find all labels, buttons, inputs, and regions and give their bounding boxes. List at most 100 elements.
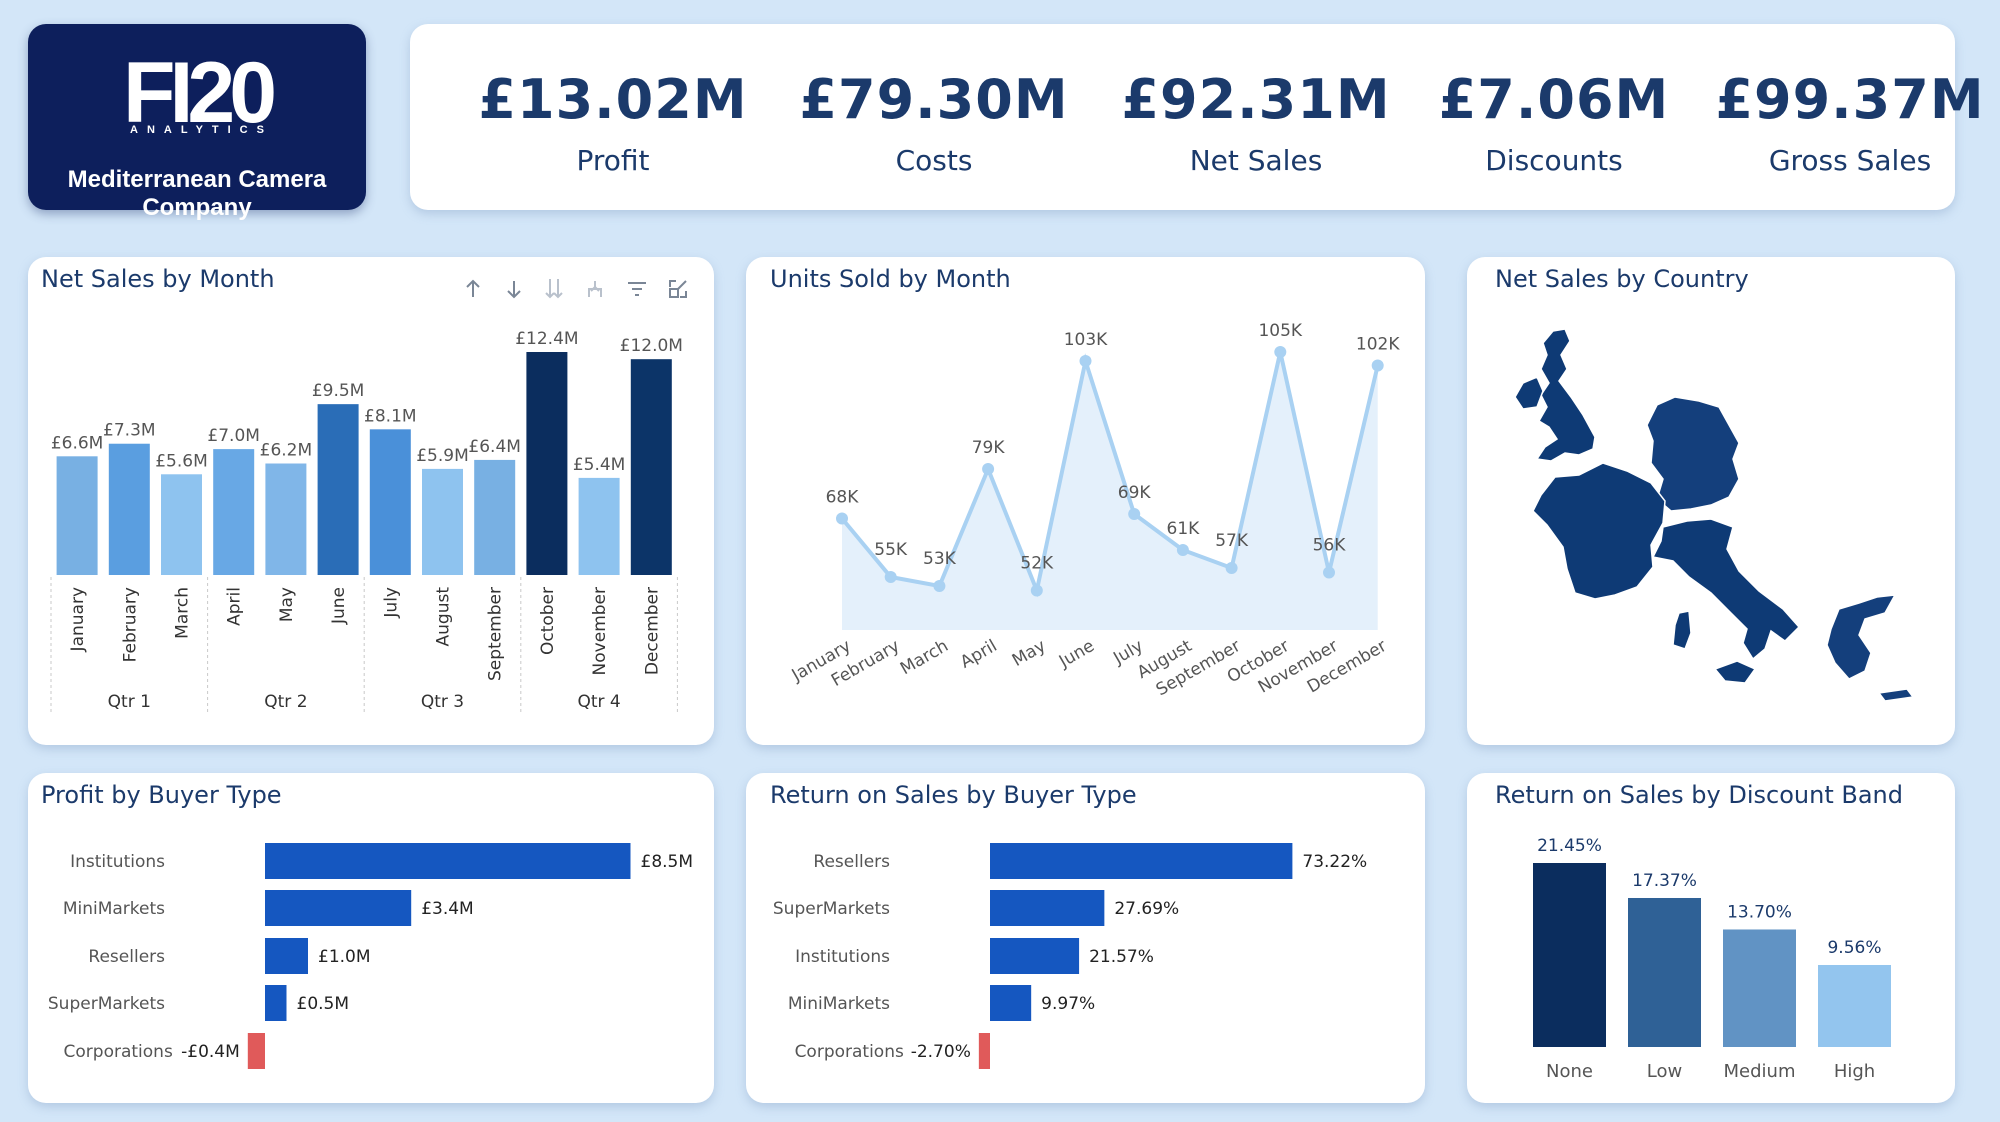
map-region-sicily xyxy=(1713,660,1757,684)
bar xyxy=(369,429,411,575)
data-point xyxy=(1030,584,1043,597)
data-label: 79K xyxy=(972,438,1006,458)
data-label: 73.22% xyxy=(1302,852,1367,872)
bar xyxy=(526,352,568,575)
bar xyxy=(978,1033,990,1069)
x-tick-label: June xyxy=(1055,636,1098,672)
bar xyxy=(990,843,1293,879)
x-tick-label: March xyxy=(897,636,952,679)
bar xyxy=(1818,964,1891,1047)
kpi-value: £99.37M xyxy=(1715,68,1985,131)
category-label: Corporations xyxy=(795,1042,904,1062)
net-sales-by-country-card: Net Sales by Country xyxy=(1467,257,1955,745)
x-tick-label: September xyxy=(486,587,506,681)
company-name: Mediterranean Camera Company xyxy=(67,166,327,221)
group-label: Qtr 1 xyxy=(108,692,151,712)
bar xyxy=(265,890,412,926)
data-label: 13.70% xyxy=(1727,902,1792,922)
kpi-label: Gross Sales xyxy=(1768,144,1932,177)
x-tick-label: November xyxy=(590,587,610,675)
category-label: SuperMarkets xyxy=(773,899,890,919)
kpi-card: £13.02M Profit £79.30M Costs £92.31M Net… xyxy=(410,24,1984,210)
area-fill xyxy=(842,352,1378,630)
x-tick-label: February xyxy=(120,587,140,662)
x-tick-label: April xyxy=(225,587,245,626)
expand-all-down-icon[interactable] xyxy=(542,277,566,301)
bar xyxy=(161,474,202,575)
data-label: 21.45% xyxy=(1537,836,1602,856)
x-tick-label: October xyxy=(538,587,558,655)
x-tick-label: Medium xyxy=(1724,1061,1796,1082)
x-tick-label: April xyxy=(957,636,1001,673)
category-label: SuperMarkets xyxy=(48,994,165,1014)
data-label: 17.37% xyxy=(1632,871,1697,891)
data-label: -2.70% xyxy=(911,1042,971,1062)
bar xyxy=(317,404,359,575)
net-sales-by-month-card: Net Sales by Month £6.6M January £7.3M Febr… xyxy=(28,257,714,745)
x-tick-label: May xyxy=(1009,636,1049,671)
data-label: 9.97% xyxy=(1041,994,1095,1014)
category-label: MiniMarkets xyxy=(788,994,890,1014)
chart-title: Return on Sales by Discount Band xyxy=(1495,781,1903,809)
category-label: Resellers xyxy=(88,947,165,967)
chart-title: Net Sales by Country xyxy=(1495,265,1749,293)
profit-by-buyer-type-card: Profit by Buyer Type £8.5M Institutions £3… xyxy=(28,773,714,1103)
kpi-label: Discounts xyxy=(1485,144,1623,177)
chart-title: Profit by Buyer Type xyxy=(41,781,282,809)
bar xyxy=(990,985,1032,1021)
category-label: Resellers xyxy=(813,852,890,872)
bar xyxy=(265,985,287,1021)
kpi-label: Costs xyxy=(895,144,973,177)
data-label: 57K xyxy=(1215,531,1249,551)
data-label: £8.1M xyxy=(364,406,417,426)
data-label: £7.3M xyxy=(103,421,156,441)
map-region-germany xyxy=(1646,396,1740,512)
map-region-ireland xyxy=(1514,376,1544,410)
data-label: £6.6M xyxy=(51,433,104,453)
kpi-value: £13.02M xyxy=(478,68,748,131)
drill-up-icon[interactable] xyxy=(583,277,607,301)
ros-by-discount-band-card: Return on Sales by Discount Band 21.45% N… xyxy=(1467,773,1955,1103)
filter-icon[interactable] xyxy=(625,277,649,301)
sort-down-icon[interactable] xyxy=(502,277,526,301)
units-sold-by-month-card: Units Sold by Month 68K January 55K Februar… xyxy=(746,257,1425,745)
map-region-italy xyxy=(1651,518,1801,661)
bar xyxy=(247,1033,265,1069)
data-label: 53K xyxy=(923,549,957,569)
ros-by-buyer-type-chart: 73.22% Resellers 27.69% SuperMarkets 21.57% I… xyxy=(773,843,1367,1069)
sort-up-icon[interactable] xyxy=(461,277,485,301)
data-label: 103K xyxy=(1064,330,1108,350)
group-label: Qtr 4 xyxy=(577,692,620,712)
data-label: £6.4M xyxy=(468,437,521,457)
data-point xyxy=(1323,566,1335,579)
x-tick-label: March xyxy=(173,587,193,639)
data-point xyxy=(1079,355,1092,367)
kpi-value: £7.06M xyxy=(1438,68,1670,131)
kpi-label: Net Sales xyxy=(1189,144,1323,177)
bar xyxy=(108,443,150,575)
data-label: £0.5M xyxy=(297,994,350,1014)
focus-mode-icon[interactable] xyxy=(666,277,690,301)
brand-logo-text: FI20 xyxy=(123,46,274,130)
bar xyxy=(56,456,98,575)
bar xyxy=(265,938,308,974)
bar xyxy=(1533,863,1606,1047)
data-label: £5.6M xyxy=(155,451,208,471)
bar xyxy=(990,890,1105,926)
data-label: £9.5M xyxy=(312,381,365,401)
data-point xyxy=(933,580,946,592)
data-point xyxy=(1274,346,1287,358)
units-sold-by-month-chart: 68KJanuary55KFebruary53KMarch79KApril52K… xyxy=(788,321,1401,700)
category-label: Institutions xyxy=(795,947,890,967)
x-tick-label: January xyxy=(68,587,88,652)
bar xyxy=(630,359,672,575)
data-label: 102K xyxy=(1356,335,1400,355)
map-region-france xyxy=(1532,462,1666,600)
data-label: 56K xyxy=(1313,536,1347,556)
data-label: £7.0M xyxy=(207,426,260,446)
data-label: £12.4M xyxy=(515,329,578,349)
kpi-label: Profit xyxy=(576,144,650,177)
category-label: Corporations xyxy=(64,1042,173,1062)
ros-by-buyer-type-card: Return on Sales by Buyer Type 73.22% Rese… xyxy=(746,773,1425,1103)
kpi-value: £92.31M xyxy=(1121,68,1391,131)
